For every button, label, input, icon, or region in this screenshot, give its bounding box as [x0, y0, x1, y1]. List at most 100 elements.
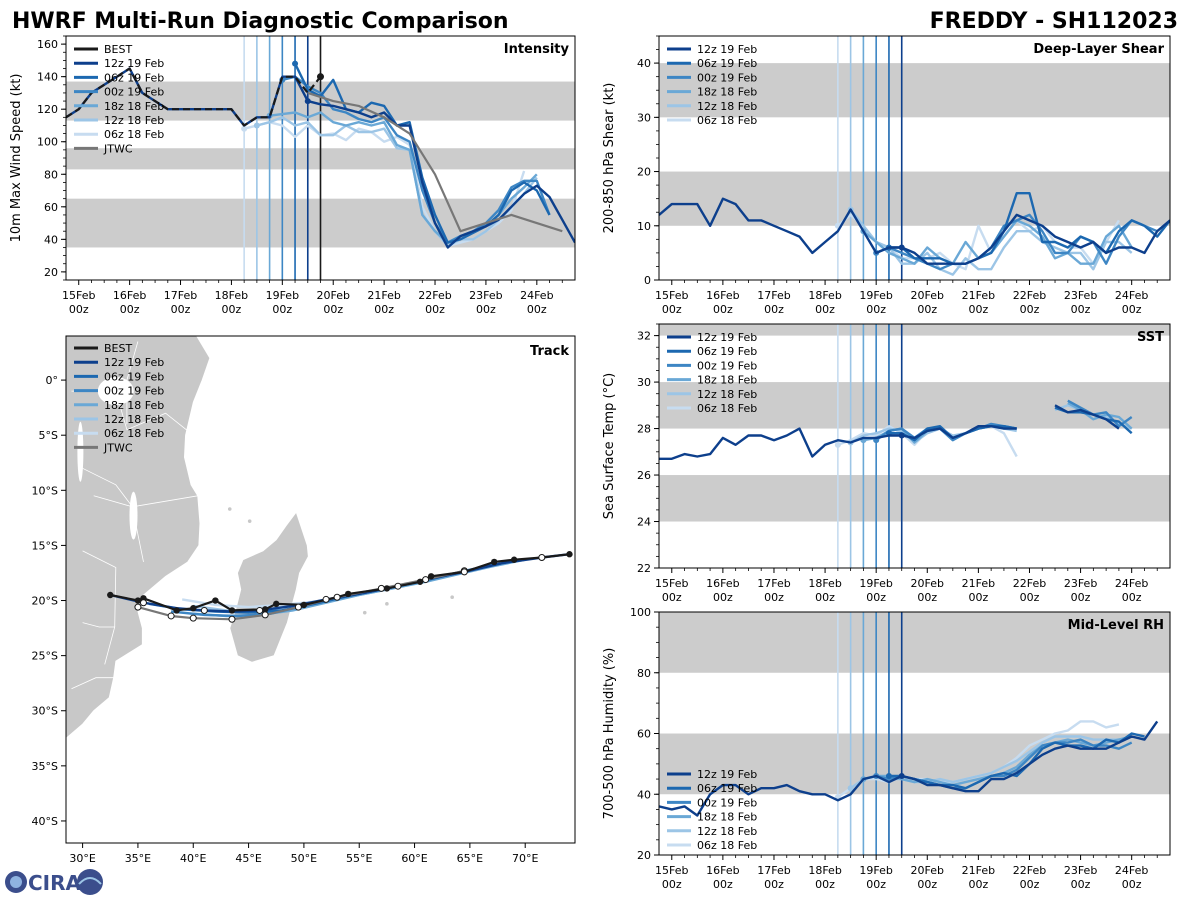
- intensity-legend-label-12z-19-feb: 12z 19 Feb: [104, 57, 164, 70]
- sst-legend-label-18z-18-feb: 18z 18 Feb: [697, 374, 757, 387]
- track-jtwc-marker: [189, 614, 197, 622]
- intensity-best-current-marker: [317, 73, 324, 81]
- sst-series-group: [659, 399, 1133, 460]
- track-forecast-marker: [256, 606, 264, 614]
- shear-xtick-label-hour: 00z: [917, 303, 937, 316]
- track-ytick-label: 5°S: [39, 429, 58, 442]
- track-best-marker: [107, 591, 114, 599]
- intensity-xtick-label-hour: 00z: [272, 303, 292, 316]
- shear-ytick-label: 30: [637, 111, 651, 124]
- sst-xtick-label-date: 15Feb: [655, 577, 688, 590]
- sst-xtick-label-date: 24Feb: [1115, 577, 1148, 590]
- shear-xtick-label-date: 15Feb: [655, 289, 688, 302]
- track-frame: [65, 335, 576, 844]
- lake-tanganyika: [77, 421, 84, 482]
- sst-xtick-label-hour: 00z: [764, 591, 784, 604]
- intensity-legend-label-best: BEST: [104, 43, 132, 56]
- intensity-xtick-label-date: 15Feb: [62, 289, 95, 302]
- shear-xtick-label-date: 17Feb: [757, 289, 790, 302]
- sst-xtick-label-hour: 00z: [815, 591, 835, 604]
- rh-xtick-label-hour: 00z: [713, 878, 733, 891]
- track-best-marker: [416, 578, 424, 585]
- sst-band-1: [659, 382, 1170, 429]
- shear-xtick-label-hour: 00z: [1071, 303, 1091, 316]
- intensity-init-marker-06z-19-feb: [292, 60, 299, 67]
- track-ytick-label: 20°S: [32, 595, 58, 608]
- intensity-xtick-label-date: 19Feb: [266, 289, 299, 302]
- shear-legend-label-00z-19-feb: 00z 19 Feb: [697, 71, 757, 84]
- island-2: [362, 610, 367, 615]
- csu-seal-icon: [77, 869, 103, 895]
- shear-ytick-label: 10: [637, 220, 651, 233]
- intensity-panel-label: Intensity: [504, 42, 570, 57]
- shear-xtick-label-hour: 00z: [764, 303, 784, 316]
- intensity-ytick-label: 60: [44, 201, 58, 214]
- rh-xtick-label-hour: 00z: [1071, 878, 1091, 891]
- track-legend-label-12z-19-feb: 12z 19 Feb: [104, 356, 164, 369]
- intensity-ytick-label: 100: [37, 136, 58, 149]
- shear-legend-label-06z-18-feb: 06z 18 Feb: [697, 114, 757, 127]
- shear-xtick-label-date: 20Feb: [911, 289, 944, 302]
- track-map-group: [66, 336, 573, 739]
- track-best-marker: [566, 551, 573, 558]
- sst-band-2: [659, 324, 1170, 336]
- sst-legend-label-12z-18-feb: 12z 18 Feb: [697, 388, 757, 401]
- sst-xtick-label-hour: 00z: [1071, 591, 1091, 604]
- track-xtick-label: 50°E: [291, 852, 317, 865]
- intensity-panel: 2040608010012014016015Feb00z16Feb00z17Fe…: [9, 35, 576, 316]
- track-best-marker: [510, 556, 518, 563]
- sst-xtick-label-date: 22Feb: [1013, 577, 1046, 590]
- track-best-marker: [300, 601, 308, 609]
- shear-panel: 01020304015Feb00z16Feb00z17Feb00z18Feb00…: [602, 35, 1171, 316]
- island-1: [247, 519, 252, 523]
- track-xtick-label: 65°E: [457, 852, 483, 865]
- intensity-xtick-label-hour: 00z: [222, 303, 242, 316]
- sst-xtick-label-hour: 00z: [1122, 591, 1142, 604]
- intensity-xtick-label-hour: 00z: [323, 303, 343, 316]
- rh-line-12z-19-feb: [659, 720, 1159, 817]
- rh-xtick-label-hour: 00z: [917, 878, 937, 891]
- rh-legend-label-12z-18-feb: 12z 18 Feb: [697, 825, 757, 838]
- track-xtick-label: 70°E: [512, 852, 538, 865]
- intensity-ytick-label: 40: [44, 233, 58, 246]
- track-best-marker: [383, 585, 391, 592]
- rh-xtick-label-hour: 00z: [968, 878, 988, 891]
- intensity-xtick-label-date: 23Feb: [469, 289, 502, 302]
- track-ytick-label: 35°S: [32, 760, 58, 773]
- shear-line-06z-19-feb: [889, 192, 1170, 265]
- shear-init-marker-12z-19-feb: [898, 244, 905, 251]
- rh-ytick-label: 80: [637, 667, 651, 680]
- cira-logo-text: CIRA: [28, 871, 82, 895]
- track-best-marker: [190, 605, 197, 612]
- shear-xtick-label-date: 16Feb: [706, 289, 739, 302]
- shear-legend-label-18z-18-feb: 18z 18 Feb: [697, 86, 757, 99]
- intensity-ytick-label: 20: [44, 266, 58, 279]
- rh-ytick-label: 60: [637, 728, 651, 741]
- intensity-xtick-label-date: 16Feb: [113, 289, 146, 302]
- track-xtick-label: 45°E: [235, 852, 261, 865]
- sst-xtick-label-date: 20Feb: [911, 577, 944, 590]
- island-0: [227, 507, 232, 511]
- intensity-legend-label-jtwc: JTWC: [103, 142, 133, 155]
- shear-xtick-label-hour: 00z: [815, 303, 835, 316]
- track-legend-label-00z-19-feb: 00z 19 Feb: [104, 385, 164, 398]
- sst-xtick-label-date: 21Feb: [962, 577, 995, 590]
- shear-ytick-label: 0: [644, 274, 651, 287]
- track-forecast-marker: [322, 595, 330, 603]
- track-jtwc-marker: [422, 576, 430, 584]
- rh-xtick-label-hour: 00z: [866, 878, 886, 891]
- rh-series-group: [659, 720, 1159, 817]
- rh-xtick-label-date: 17Feb: [757, 864, 790, 877]
- shear-series-group: [659, 192, 1170, 276]
- sst-xtick-label-date: 17Feb: [757, 577, 790, 590]
- track-ytick-label: 25°S: [32, 650, 58, 663]
- sst-ytick-label: 26: [637, 469, 651, 482]
- track-xtick-label: 30°E: [69, 852, 95, 865]
- sst-line-12z-19-feb: [659, 404, 1120, 460]
- madagascar-landmass: [229, 511, 309, 663]
- rh-init-marker-12z-19-feb: [898, 773, 905, 780]
- shear-xtick-label-date: 21Feb: [962, 289, 995, 302]
- rh-xtick-label-hour: 00z: [662, 878, 682, 891]
- track-jtwc-marker: [134, 603, 142, 611]
